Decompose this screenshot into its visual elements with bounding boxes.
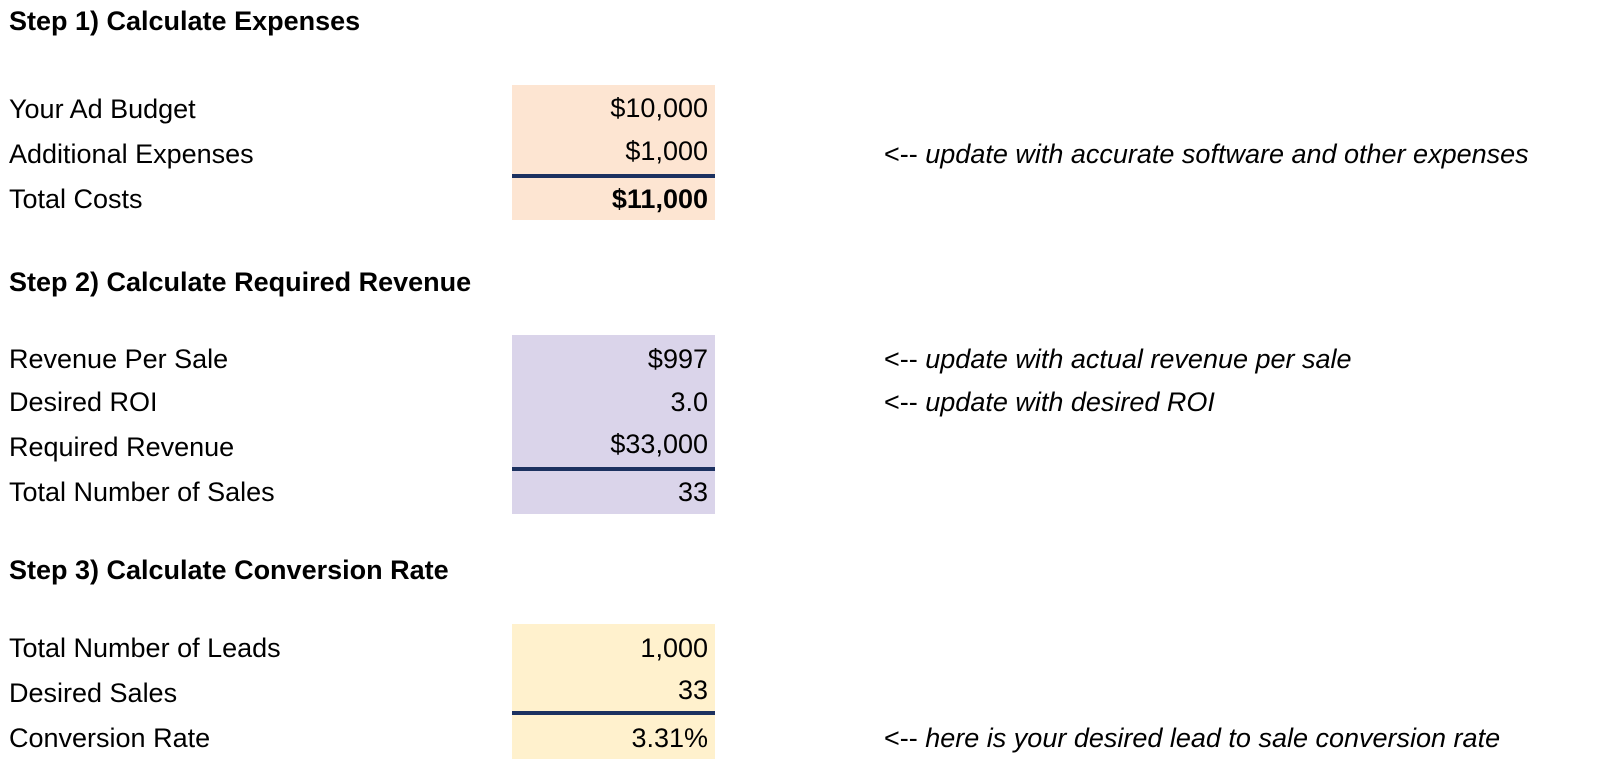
total-sales-label: Total Number of Sales: [9, 477, 275, 507]
ad-budget-cell[interactable]: $10,000: [610, 93, 708, 123]
step1-heading: Step 1) Calculate Expenses: [9, 6, 361, 36]
desired-roi-cell[interactable]: 3.0: [670, 387, 708, 417]
step2-fill: [512, 335, 715, 514]
step3-total-rule: [512, 711, 715, 715]
total-costs-label: Total Costs: [9, 184, 143, 214]
desired-sales-cell[interactable]: 33: [677, 675, 708, 705]
required-revenue-cell[interactable]: $33,000: [610, 429, 708, 459]
step3-fill: [512, 624, 715, 759]
revenue-per-sale-note: <-- update with actual revenue per sale: [884, 343, 1352, 375]
note-text: update with desired ROI: [925, 387, 1215, 417]
total-sales-cell[interactable]: 33: [677, 477, 708, 507]
arrow-text: <--: [884, 387, 918, 417]
note-text: here is your desired lead to sale conver…: [925, 723, 1501, 753]
arrow-text: <--: [884, 139, 918, 169]
step1-fill: [512, 85, 715, 220]
step2-total-rule: [512, 467, 715, 471]
conversion-rate-cell[interactable]: 3.31%: [631, 723, 708, 753]
conversion-rate-label: Conversion Rate: [9, 723, 211, 753]
revenue-per-sale-cell[interactable]: $997: [647, 344, 708, 374]
desired-roi-label: Desired ROI: [9, 387, 158, 417]
additional-expenses-label: Additional Expenses: [9, 139, 254, 169]
arrow-text: <--: [884, 723, 918, 753]
desired-sales-label: Desired Sales: [9, 678, 178, 708]
additional-expenses-cell[interactable]: $1,000: [625, 136, 708, 166]
revenue-per-sale-label: Revenue Per Sale: [9, 344, 229, 374]
note-text: update with actual revenue per sale: [925, 344, 1352, 374]
step2-heading: Step 2) Calculate Required Revenue: [9, 267, 472, 297]
step3-heading: Step 3) Calculate Conversion Rate: [9, 555, 449, 585]
total-leads-label: Total Number of Leads: [9, 633, 281, 663]
additional-expenses-note: <-- update with accurate software and ot…: [884, 138, 1529, 170]
total-costs-cell[interactable]: $11,000: [611, 184, 708, 214]
required-revenue-label: Required Revenue: [9, 432, 235, 462]
ad-budget-label: Your Ad Budget: [9, 94, 196, 124]
conversion-rate-note: <-- here is your desired lead to sale co…: [884, 722, 1500, 754]
total-leads-cell[interactable]: 1,000: [640, 633, 708, 663]
arrow-text: <--: [884, 344, 918, 374]
note-text: update with accurate software and other …: [925, 139, 1529, 169]
step1-total-rule: [512, 174, 715, 178]
desired-roi-note: <-- update with desired ROI: [884, 386, 1215, 418]
